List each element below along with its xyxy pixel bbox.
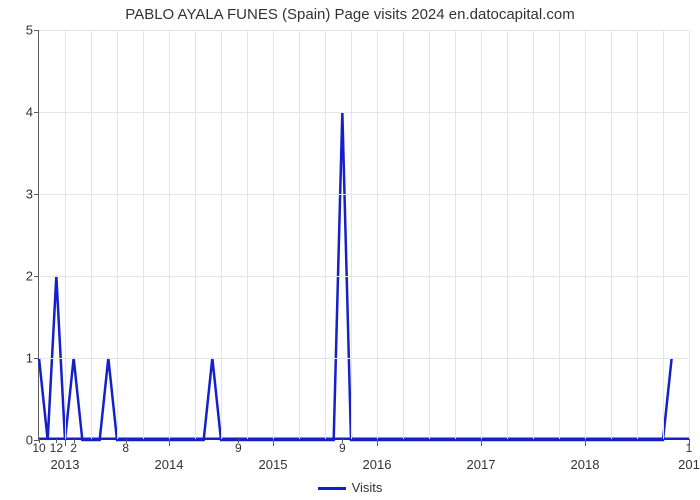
xtick-minor-label: 10 [32, 441, 45, 455]
xtick-major-label: 201 [678, 457, 700, 472]
xtick-mark [689, 439, 690, 446]
gridline-h [39, 358, 688, 359]
xtick-minor-label: 9 [339, 441, 346, 455]
gridline-h [39, 30, 688, 31]
gridline-v [273, 30, 274, 439]
gridline-v [143, 30, 144, 439]
visits-line-chart: PABLO AYALA FUNES (Spain) Page visits 20… [0, 0, 700, 500]
xtick-mark [74, 439, 75, 443]
ytick-mark [34, 194, 39, 195]
gridline-v [507, 30, 508, 439]
gridline-v [299, 30, 300, 439]
xtick-mark [65, 439, 66, 446]
ytick-mark [34, 112, 39, 113]
gridline-v [91, 30, 92, 439]
plot-area: 0123451012289912013201420152016201720182… [38, 30, 688, 440]
ytick-mark [34, 30, 39, 31]
gridline-v [481, 30, 482, 439]
gridline-v [377, 30, 378, 439]
xtick-mark [39, 439, 40, 443]
gridline-v [247, 30, 248, 439]
gridline-v [663, 30, 664, 439]
gridline-v [689, 30, 690, 439]
xtick-major-label: 2015 [259, 457, 288, 472]
gridline-v [611, 30, 612, 439]
xtick-mark [169, 439, 170, 446]
xtick-mark [273, 439, 274, 446]
xtick-mark [377, 439, 378, 446]
gridline-v [221, 30, 222, 439]
gridline-v [169, 30, 170, 439]
series-line [39, 30, 689, 440]
gridline-h [39, 276, 688, 277]
xtick-minor-label: 9 [235, 441, 242, 455]
ytick-mark [34, 276, 39, 277]
xtick-mark [238, 439, 239, 443]
xtick-major-label: 2014 [155, 457, 184, 472]
xtick-mark [342, 439, 343, 443]
gridline-h [39, 194, 688, 195]
gridline-v [351, 30, 352, 439]
gridline-v [455, 30, 456, 439]
chart-title: PABLO AYALA FUNES (Spain) Page visits 20… [0, 6, 700, 23]
gridline-v [325, 30, 326, 439]
legend: Visits [0, 480, 700, 495]
xtick-mark [56, 439, 57, 443]
xtick-minor-label: 8 [122, 441, 129, 455]
gridline-v [637, 30, 638, 439]
gridline-v [429, 30, 430, 439]
xtick-major-label: 2013 [51, 457, 80, 472]
gridline-v [533, 30, 534, 439]
gridline-v [117, 30, 118, 439]
ytick-mark [34, 358, 39, 359]
xtick-mark [481, 439, 482, 446]
xtick-major-label: 2017 [467, 457, 496, 472]
legend-label: Visits [352, 480, 383, 495]
gridline-h [39, 112, 688, 113]
xtick-minor-label: 2 [70, 441, 77, 455]
xtick-mark [585, 439, 586, 446]
xtick-minor-label: 12 [50, 441, 63, 455]
gridline-v [65, 30, 66, 439]
xtick-major-label: 2018 [571, 457, 600, 472]
gridline-v [559, 30, 560, 439]
xtick-major-label: 2016 [363, 457, 392, 472]
gridline-v [403, 30, 404, 439]
xtick-mark [126, 439, 127, 443]
legend-swatch [318, 487, 346, 490]
gridline-v [195, 30, 196, 439]
gridline-v [585, 30, 586, 439]
